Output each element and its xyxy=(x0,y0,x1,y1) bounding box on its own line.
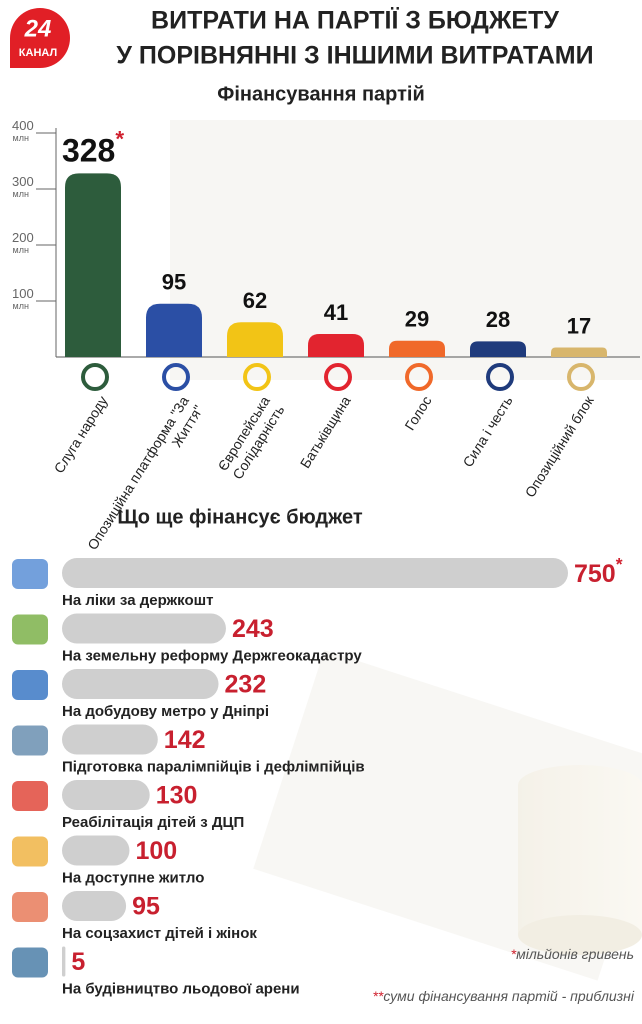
value-label: 17 xyxy=(567,313,591,338)
category-label: Підготовка паралімпійців і дефлімпійців xyxy=(62,758,365,775)
title-line: У ПОРІВНЯННІ З ІНШИМИ ВИТРАТАМИ xyxy=(116,42,593,70)
category-label: Батьківщина xyxy=(297,393,354,471)
bar xyxy=(62,613,226,644)
category-label: На доступне житло xyxy=(62,869,204,886)
category-label: Опозиційна платформа "За Життя" xyxy=(84,393,206,562)
chart-title: Що ще фінансує бюджет xyxy=(117,506,363,528)
logo-number: 24 xyxy=(24,15,52,42)
bar xyxy=(65,173,121,357)
bar xyxy=(62,891,127,921)
category-label-group: Опозиційна платформа "За Життя" xyxy=(84,393,206,562)
category-label: Опозиційний блок xyxy=(522,392,598,500)
value-label: 5 xyxy=(71,948,85,976)
value-label: 750* xyxy=(574,554,623,588)
row-icon xyxy=(12,614,48,645)
footnote: *мільйонів гривень xyxy=(511,946,634,962)
party-icon xyxy=(567,363,595,391)
y-tick-label: 300 млн xyxy=(10,174,34,199)
party-icon xyxy=(81,363,109,391)
row-icon xyxy=(12,892,48,922)
party-icon xyxy=(162,363,190,391)
bar xyxy=(146,303,202,357)
value-label: 29 xyxy=(405,307,429,332)
category-label: Слуга народу xyxy=(51,393,111,476)
bar xyxy=(227,322,283,357)
row-icon xyxy=(12,781,48,811)
bar xyxy=(62,669,219,699)
party-icon xyxy=(243,363,271,391)
category-label: На земельну реформу Держгеокадастру xyxy=(62,647,362,664)
category-label: На соцзахист дітей і жінок xyxy=(62,925,257,942)
row-icon xyxy=(12,836,48,867)
row-icon xyxy=(12,725,48,756)
category-label: Реабілітація дітей з ДЦП xyxy=(62,814,244,831)
value-label: 100 xyxy=(135,837,177,865)
logo: 24 КАНАЛ xyxy=(10,8,70,68)
bar xyxy=(62,780,150,810)
logo-text: КАНАЛ xyxy=(19,47,57,59)
value-label: 130 xyxy=(156,782,198,810)
logo-shape xyxy=(10,8,70,68)
value-label: 41 xyxy=(324,300,348,325)
value-label: 328* xyxy=(62,127,124,169)
party-icon xyxy=(405,363,433,391)
category-label-group: Європейська Солідарність xyxy=(212,393,287,485)
bar xyxy=(308,334,364,357)
category-label: Сила і честь xyxy=(459,393,515,470)
footnote: **суми фінансування партій - приблизні xyxy=(372,988,634,1004)
category-label: Голос xyxy=(401,393,434,433)
y-tick-label: 100 млн xyxy=(10,286,34,311)
bar xyxy=(62,946,66,977)
row-icon xyxy=(12,670,48,700)
value-label: 62 xyxy=(243,288,267,313)
value-label: 95 xyxy=(132,893,160,921)
bar xyxy=(62,835,130,866)
party-icon xyxy=(486,363,514,391)
category-label: На ліки за держкошт xyxy=(62,592,214,609)
party-icon xyxy=(324,363,352,391)
bar xyxy=(62,724,158,755)
value-label: 142 xyxy=(164,726,206,754)
chart-title: Фінансування партій xyxy=(217,83,425,105)
category-label-group: Сила і честь xyxy=(459,393,515,470)
value-label: 232 xyxy=(225,671,267,699)
category-label-group: Слуга народу xyxy=(51,393,111,476)
category-label-group: Опозиційний блок xyxy=(522,392,598,500)
bar xyxy=(551,347,607,357)
background-decor xyxy=(170,120,642,981)
row-icon xyxy=(12,559,48,589)
category-label: Європейська Солідарність xyxy=(212,393,287,485)
category-label: На добудову метро у Дніпрі xyxy=(62,703,269,720)
value-label: 95 xyxy=(162,270,186,295)
row-icon xyxy=(12,947,48,978)
y-tick-label: 400 млн xyxy=(10,118,34,143)
title-line: ВИТРАТИ НА ПАРТІЇ З БЮДЖЕТУ xyxy=(151,7,559,35)
y-tick-label: 200 млн xyxy=(10,230,34,255)
category-label-group: Батьківщина xyxy=(297,393,354,471)
bar xyxy=(62,558,568,588)
category-label-group: Голос xyxy=(401,393,434,433)
category-label: На будівництво льодової арени xyxy=(62,980,300,997)
bar xyxy=(389,340,445,357)
bar xyxy=(470,341,526,357)
value-label: 28 xyxy=(486,307,510,332)
value-label: 243 xyxy=(232,615,274,643)
